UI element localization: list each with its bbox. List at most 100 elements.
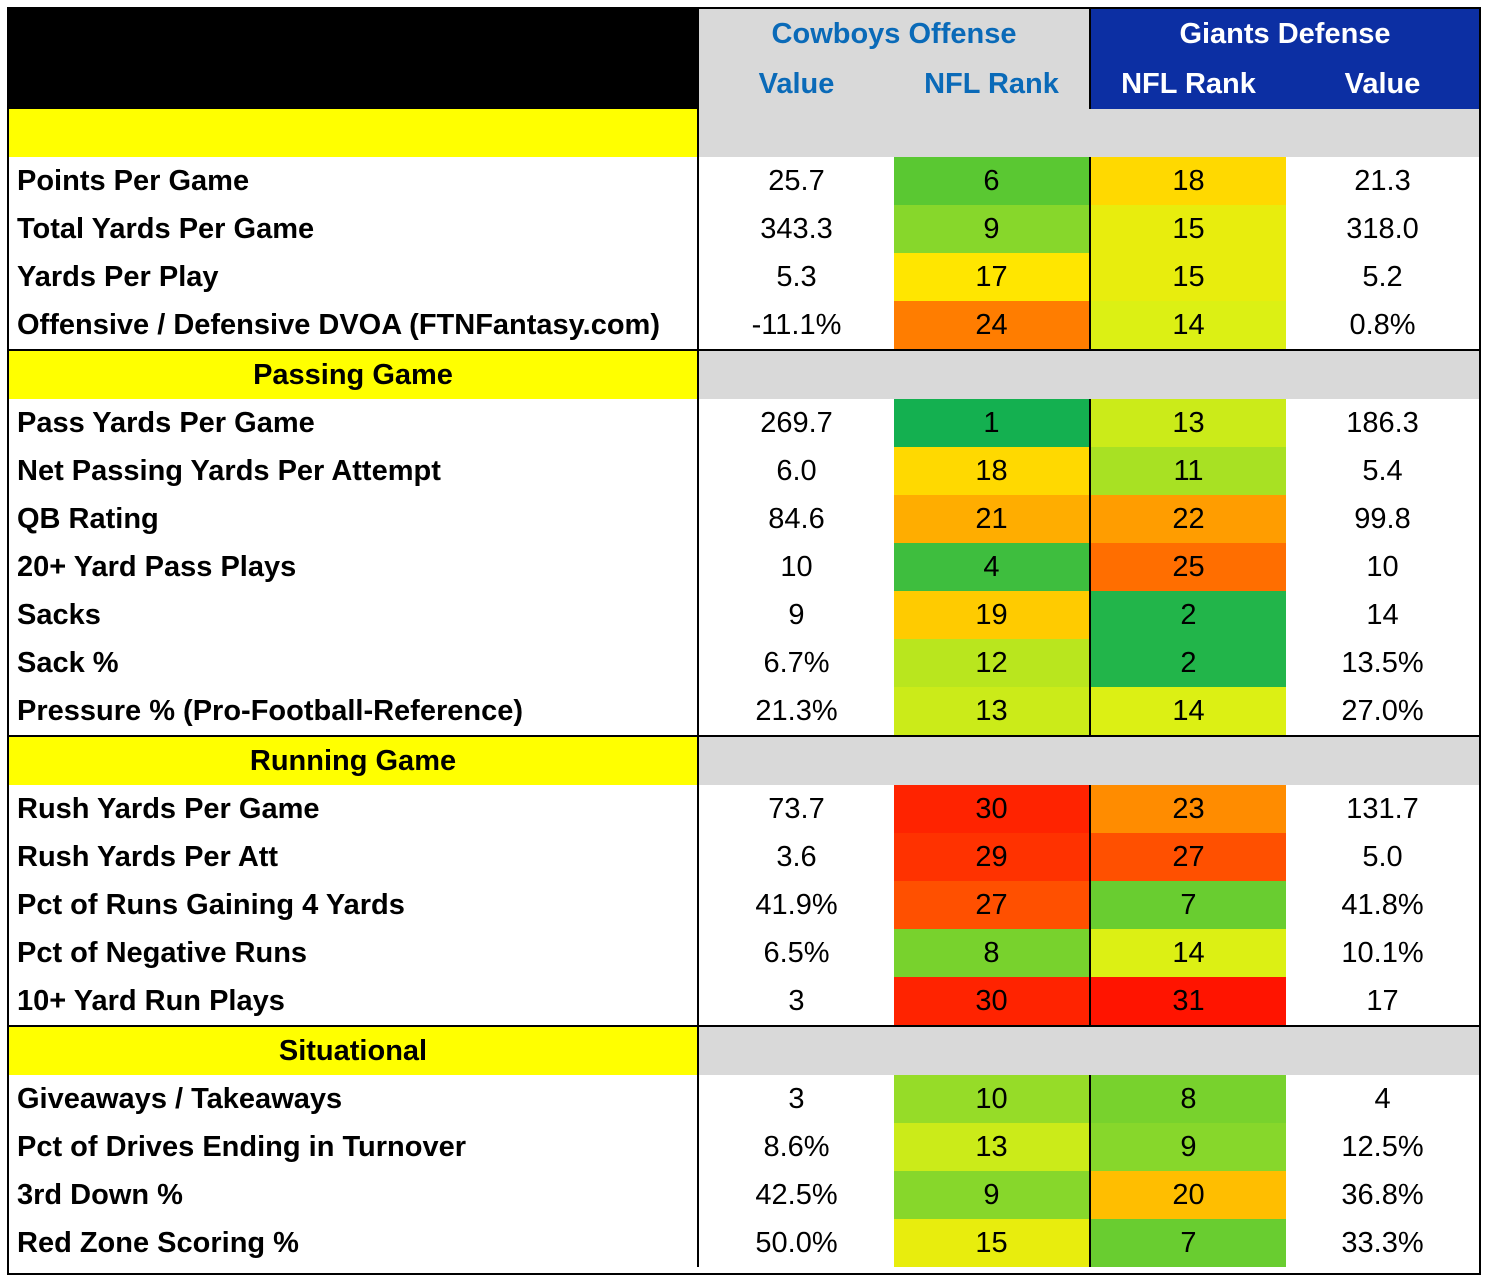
defense-rank: 31 — [1089, 977, 1286, 1026]
stat-label: 20+ Yard Pass Plays — [9, 543, 699, 591]
table-row: Pct of Runs Gaining 4 Yards 41.9% 27 7 41.8% — [9, 881, 1479, 929]
comparison-table-frame: Cowboys Offense Giants Defense Value NFL… — [7, 7, 1481, 1275]
stat-label: Sack % — [9, 639, 699, 687]
table-row: Offensive / Defensive DVOA (FTNFantasy.c… — [9, 301, 1479, 350]
defense-value: 99.8 — [1354, 502, 1411, 535]
defense-rank: 27 — [1089, 833, 1286, 881]
offense-rank: 13 — [894, 1123, 1090, 1171]
offense-value: 6.5% — [763, 936, 830, 969]
offense-value: 25.7 — [768, 164, 825, 197]
offense-value: -11.1% — [751, 308, 842, 341]
defense-rank: 25 — [1089, 543, 1286, 591]
section-header-row: Passing Game — [9, 349, 1480, 399]
defense-value: 36.8% — [1341, 1178, 1424, 1211]
defense-rank: 14 — [1089, 929, 1286, 977]
offense-value: 343.3 — [760, 212, 833, 245]
offense-value: 10 — [780, 550, 813, 583]
defense-rank: 9 — [1089, 1123, 1286, 1171]
stat-label: Offensive / Defensive DVOA (FTNFantasy.c… — [9, 301, 699, 350]
defense-rank: 2 — [1089, 639, 1286, 687]
offense-value: 8.6% — [763, 1130, 830, 1163]
stat-label: Pct of Runs Gaining 4 Yards — [9, 881, 699, 929]
table-row: Sack % 6.7% 12 2 13.5% — [9, 639, 1479, 687]
offense-rank: 30 — [894, 977, 1090, 1026]
offense-value: 6.7% — [763, 646, 830, 679]
stat-label: Red Zone Scoring % — [9, 1219, 699, 1267]
offense-rank: 15 — [894, 1219, 1090, 1267]
section-title: Running Game — [9, 735, 699, 785]
defense-rank: 20 — [1089, 1171, 1286, 1219]
offense-value: 9 — [788, 598, 805, 631]
defense-value: 4 — [1374, 1082, 1391, 1115]
offense-rank: 8 — [894, 929, 1090, 977]
offense-rank-header: NFL Rank — [894, 59, 1090, 109]
stat-label: Sacks — [9, 591, 699, 639]
defense-value: 33.3% — [1341, 1226, 1424, 1259]
offense-rank: 13 — [894, 687, 1090, 736]
table-row: Pct of Drives Ending in Turnover 8.6% 13 9 1… — [9, 1123, 1479, 1171]
table-row: Points Per Game 25.7 6 18 21.3 — [9, 157, 1479, 205]
stat-label: Pass Yards Per Game — [9, 399, 699, 447]
offense-value: 269.7 — [760, 406, 833, 439]
defense-rank: 2 — [1089, 591, 1286, 639]
defense-value: 186.3 — [1346, 406, 1419, 439]
offense-rank: 1 — [894, 399, 1090, 447]
offense-value: 42.5% — [755, 1178, 838, 1211]
stat-label: Giveaways / Takeaways — [9, 1075, 699, 1123]
header-corner — [9, 9, 699, 109]
matchup-stats-table: Cowboys Offense Giants Defense Value NFL… — [9, 9, 1480, 1267]
offense-rank: 10 — [894, 1075, 1090, 1123]
stat-label: Net Passing Yards Per Attempt — [9, 447, 699, 495]
table-row: Red Zone Scoring % 50.0% 15 7 33.3% — [9, 1219, 1479, 1267]
offense-value: 6.0 — [776, 454, 817, 487]
offense-team-header: Cowboys Offense — [698, 9, 1090, 59]
stat-label: Points Per Game — [9, 157, 699, 205]
defense-rank: 23 — [1089, 785, 1286, 833]
section-gray-band — [698, 349, 1480, 399]
table-row: Giveaways / Takeaways 3 10 8 4 — [9, 1075, 1479, 1123]
defense-rank: 13 — [1089, 399, 1286, 447]
offense-rank: 19 — [894, 591, 1090, 639]
offense-rank: 17 — [894, 253, 1090, 301]
table-row: Pass Yards Per Game 269.7 1 13 186.3 — [9, 399, 1479, 447]
offense-value: 50.0% — [755, 1226, 838, 1259]
defense-rank: 7 — [1089, 1219, 1286, 1267]
table-row: Rush Yards Per Game 73.7 30 23 131.7 — [9, 785, 1479, 833]
defense-rank: 14 — [1089, 687, 1286, 736]
defense-rank: 11 — [1089, 447, 1286, 495]
table-row: QB Rating 84.6 21 22 99.8 — [9, 495, 1479, 543]
section-title — [9, 109, 699, 157]
table-row: Rush Yards Per Att 3.6 29 27 5.0 — [9, 833, 1479, 881]
table-row: 10+ Yard Run Plays 3 30 31 17 — [9, 977, 1479, 1026]
table-row: Yards Per Play 5.3 17 15 5.2 — [9, 253, 1479, 301]
defense-value: 5.4 — [1362, 454, 1403, 487]
offense-rank: 30 — [894, 785, 1090, 833]
offense-value: 73.7 — [768, 792, 825, 825]
stat-label: QB Rating — [9, 495, 699, 543]
defense-value: 5.2 — [1362, 260, 1403, 293]
section-header-row: Running Game — [9, 735, 1480, 785]
table-row: Pressure % (Pro-Football-Reference) 21.3%… — [9, 687, 1479, 736]
stat-label: 3rd Down % — [9, 1171, 699, 1219]
defense-value: 27.0% — [1341, 694, 1424, 727]
offense-rank: 12 — [894, 639, 1090, 687]
offense-value-header: Value — [698, 59, 894, 109]
table-row: 3rd Down % 42.5% 9 20 36.8% — [9, 1171, 1479, 1219]
offense-rank: 9 — [894, 1171, 1090, 1219]
section-gray-band — [698, 109, 1480, 157]
defense-rank: 8 — [1089, 1075, 1286, 1123]
table-row: Sacks 9 19 2 14 — [9, 591, 1479, 639]
offense-rank: 9 — [894, 205, 1090, 253]
defense-value: 131.7 — [1346, 792, 1419, 825]
defense-rank: 7 — [1089, 881, 1286, 929]
stat-label: Rush Yards Per Att — [9, 833, 699, 881]
stat-label: Pressure % (Pro-Football-Reference) — [9, 687, 699, 736]
stat-label: Rush Yards Per Game — [9, 785, 699, 833]
offense-rank: 21 — [894, 495, 1090, 543]
offense-rank: 6 — [894, 157, 1090, 205]
offense-value: 84.6 — [768, 502, 825, 535]
offense-rank: 4 — [894, 543, 1090, 591]
stat-label: Pct of Drives Ending in Turnover — [9, 1123, 699, 1171]
defense-rank: 22 — [1089, 495, 1286, 543]
offense-value: 41.9% — [755, 888, 838, 921]
